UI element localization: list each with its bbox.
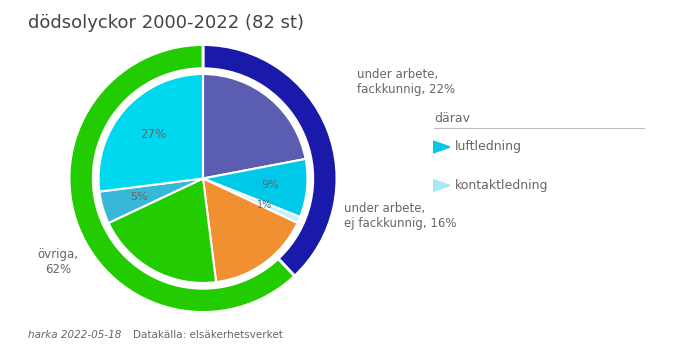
Text: kontaktledning: kontaktledning <box>455 179 549 192</box>
Text: övriga,
62%: övriga, 62% <box>38 247 79 275</box>
Text: luftledning: luftledning <box>455 140 522 154</box>
Text: dödsolyckor 2000-2022 (82 st): dödsolyckor 2000-2022 (82 st) <box>28 14 304 32</box>
Text: 27%: 27% <box>140 128 166 141</box>
Text: 9%: 9% <box>261 180 279 190</box>
Polygon shape <box>433 141 450 153</box>
Wedge shape <box>203 178 300 223</box>
Wedge shape <box>99 74 203 191</box>
Text: 1%: 1% <box>257 200 272 210</box>
Wedge shape <box>203 178 298 282</box>
Wedge shape <box>203 74 306 178</box>
Text: därav: därav <box>434 112 470 125</box>
Text: harka 2022-05-18: harka 2022-05-18 <box>28 329 121 340</box>
Wedge shape <box>203 159 307 217</box>
Text: under arbete,
ej fackkunnig, 16%: under arbete, ej fackkunnig, 16% <box>344 202 456 230</box>
Text: under arbete,
fackkunnig, 22%: under arbete, fackkunnig, 22% <box>357 68 455 96</box>
Wedge shape <box>203 44 337 276</box>
Wedge shape <box>108 178 216 283</box>
Text: Datakälla: elsäkerhetsverket: Datakälla: elsäkerhetsverket <box>133 329 283 340</box>
Text: 5%: 5% <box>130 192 148 202</box>
Wedge shape <box>99 178 203 223</box>
Wedge shape <box>69 44 295 313</box>
Polygon shape <box>433 179 450 192</box>
